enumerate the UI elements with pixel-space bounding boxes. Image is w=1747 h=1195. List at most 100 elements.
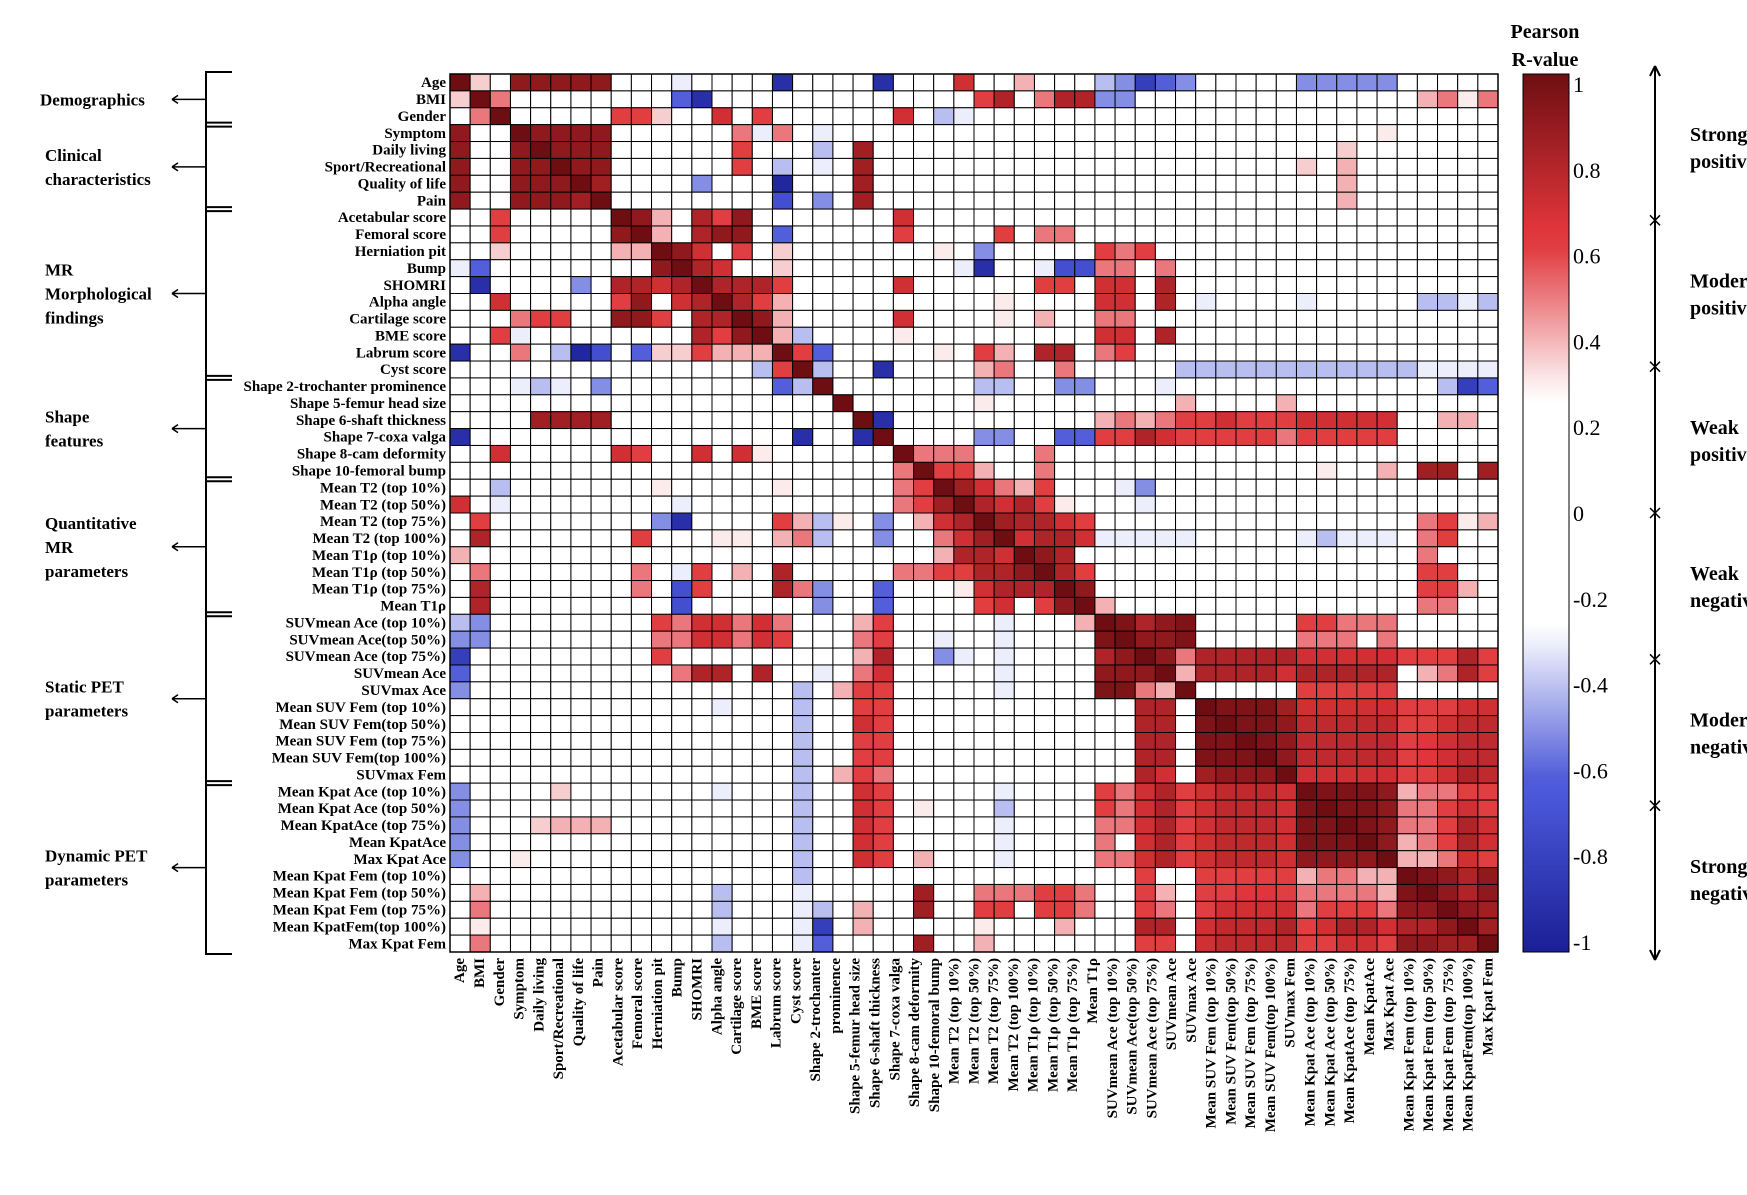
- heatmap-cell: [1295, 563, 1318, 582]
- heatmap-cell: [973, 276, 995, 295]
- heatmap-cell: [852, 191, 874, 210]
- heatmap-cell: [731, 664, 753, 683]
- heatmap-cell: [1416, 765, 1439, 784]
- heatmap-cell: [489, 765, 511, 784]
- heatmap-cell: [1235, 411, 1257, 430]
- heatmap-cell: [1376, 259, 1398, 278]
- heatmap-cell: [570, 343, 592, 362]
- heatmap-cell: [751, 647, 773, 666]
- heatmap-cell: [731, 580, 753, 598]
- heatmap-cell: [1114, 242, 1136, 261]
- heatmap-cell: [651, 225, 673, 244]
- heatmap-cell: [1275, 748, 1297, 767]
- heatmap-cell: [832, 73, 854, 92]
- heatmap-cell: [489, 309, 511, 328]
- legend-tick: 0.4: [1573, 329, 1601, 354]
- heatmap-cell: [792, 867, 814, 885]
- heatmap-cell: [489, 867, 511, 885]
- heatmap-cell: [691, 596, 713, 615]
- heatmap-cell: [469, 732, 491, 750]
- strength-label: Weak: [1690, 563, 1740, 585]
- heatmap-cell: [792, 883, 814, 902]
- heatmap-cell: [812, 141, 834, 159]
- heatmap-cell: [550, 242, 572, 261]
- heatmap-cell: [570, 748, 592, 767]
- row-label: Cyst score: [380, 362, 446, 378]
- heatmap-cell: [1316, 394, 1338, 413]
- heatmap-cell: [1134, 934, 1156, 953]
- heatmap-cell: [1376, 917, 1398, 936]
- heatmap-cell: [1255, 428, 1277, 446]
- heatmap-cell: [771, 360, 794, 379]
- heatmap-cell: [509, 360, 532, 379]
- heatmap-cell: [671, 208, 693, 227]
- heatmap-cell: [1054, 174, 1076, 193]
- heatmap-cell: [1416, 630, 1439, 649]
- heatmap-cell: [1316, 73, 1338, 92]
- heatmap-cell: [933, 107, 955, 126]
- heatmap-cell: [1295, 917, 1318, 936]
- heatmap-cell: [610, 360, 632, 379]
- heatmap-cell: [953, 698, 975, 717]
- heatmap-cell: [1154, 444, 1177, 463]
- heatmap-cell: [651, 546, 673, 565]
- heatmap-cell: [731, 107, 753, 126]
- heatmap-cell: [1255, 157, 1277, 176]
- heatmap-cell: [1235, 833, 1257, 852]
- heatmap-cell: [590, 596, 612, 615]
- heatmap-cell: [1235, 850, 1257, 869]
- heatmap-cell: [771, 681, 794, 700]
- heatmap-cell: [973, 157, 995, 176]
- heatmap-cell: [711, 512, 733, 531]
- heatmap-cell: [1175, 765, 1197, 784]
- heatmap-cell: [509, 934, 532, 953]
- heatmap-cell: [1396, 883, 1418, 902]
- legend-tick: 0.6: [1573, 244, 1601, 269]
- heatmap-cell: [852, 630, 874, 649]
- heatmap-cell: [651, 141, 673, 159]
- heatmap-cell: [1336, 309, 1358, 328]
- heatmap-cell: [1295, 613, 1318, 632]
- heatmap-cell: [852, 529, 874, 548]
- row-label: Mean T2 (top 50%): [320, 497, 446, 513]
- heatmap-cell: [509, 917, 532, 936]
- heatmap-cell: [590, 900, 612, 919]
- heatmap-cell: [1013, 782, 1035, 801]
- column-label: Mean T1ρ (top 50%): [1045, 958, 1061, 1092]
- heatmap-cell: [449, 732, 471, 750]
- heatmap-cell: [953, 478, 975, 497]
- heatmap-cell: [711, 326, 733, 345]
- heatmap-cell: [1235, 478, 1257, 497]
- heatmap-cell: [1316, 276, 1338, 295]
- heatmap-cell: [872, 276, 894, 295]
- heatmap-cell: [1336, 242, 1358, 261]
- heatmap-cell: [1033, 461, 1056, 480]
- heatmap-cell: [630, 563, 653, 582]
- heatmap-cell: [671, 478, 693, 497]
- heatmap-cell: [731, 596, 753, 615]
- heatmap-cell: [1396, 664, 1418, 683]
- heatmap-cell: [953, 900, 975, 919]
- heatmap-cell: [771, 326, 794, 345]
- legend-tick: 0.8: [1573, 158, 1601, 183]
- heatmap-cell: [832, 174, 854, 193]
- heatmap-cell: [530, 495, 552, 514]
- heatmap-cell: [1114, 461, 1136, 480]
- heatmap-cell: [469, 124, 491, 143]
- heatmap-cell: [1134, 596, 1156, 615]
- heatmap-cell: [852, 276, 874, 295]
- heatmap-cell: [1356, 630, 1378, 649]
- heatmap-cell: [872, 225, 894, 244]
- heatmap-cell: [832, 90, 854, 109]
- heatmap-cell: [610, 191, 632, 210]
- column-label: SUVmax Fem: [1283, 958, 1299, 1048]
- heatmap-cell: [872, 630, 894, 649]
- heatmap-cell: [771, 715, 794, 733]
- heatmap-cell: [872, 833, 894, 852]
- heatmap-cells: [449, 73, 1499, 953]
- heatmap-cell: [1437, 748, 1459, 767]
- row-label: Mean Kpat Fem (top 10%): [273, 869, 446, 885]
- heatmap-cell: [1457, 360, 1479, 379]
- heatmap-cell: [892, 157, 915, 176]
